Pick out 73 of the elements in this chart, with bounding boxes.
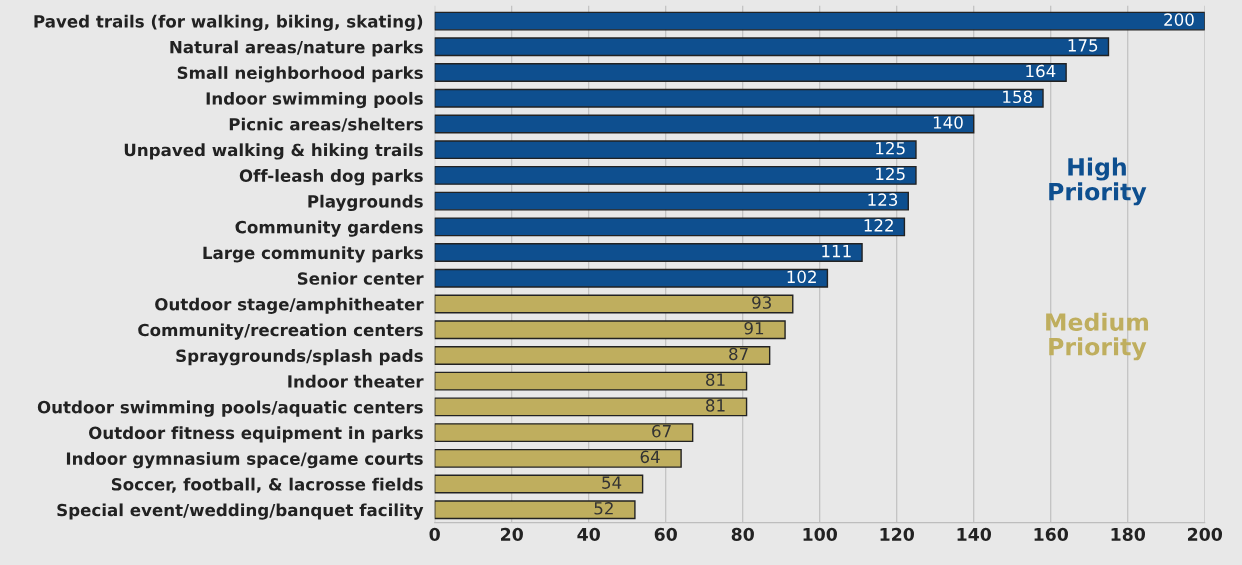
- x-tick-label: 0: [429, 527, 440, 541]
- data-label: 52: [594, 501, 613, 515]
- x-tick-label: 60: [654, 527, 677, 541]
- y-tick-label: Off-leash dog parks: [239, 169, 423, 186]
- bar: [434, 243, 863, 263]
- data-label: 87: [729, 347, 748, 361]
- x-tick-label: 120: [880, 527, 915, 541]
- data-label: 200: [1164, 13, 1194, 26]
- y-tick-label: Spraygrounds/splash pads: [176, 349, 423, 366]
- data-label: 123: [868, 193, 898, 206]
- y-tick-label: Indoor theater: [288, 374, 424, 388]
- bar: [434, 397, 748, 417]
- x-tick-label: 40: [577, 527, 600, 541]
- y-tick-label: Large community parks: [203, 246, 423, 263]
- annotation: High Priority: [1049, 157, 1147, 206]
- data-label: 158: [1003, 90, 1033, 104]
- data-label: 93: [752, 296, 771, 309]
- bar: [434, 346, 771, 365]
- y-tick-label: Outdoor fitness equipment in parks: [89, 426, 423, 443]
- bar: [434, 448, 682, 468]
- bar: [434, 320, 786, 340]
- data-label: 125: [876, 167, 905, 181]
- y-tick-label: Picnic areas/shelters: [229, 117, 423, 132]
- data-label: 122: [864, 219, 893, 232]
- x-tick-label: 140: [957, 527, 992, 541]
- y-tick-label: Indoor gymnasium space/game courts: [66, 451, 423, 469]
- bar: [434, 217, 906, 237]
- bar: [434, 423, 694, 443]
- x-tick-label: 200: [1187, 527, 1223, 541]
- data-label: 81: [706, 399, 725, 412]
- annotation: Medium Priority: [1046, 312, 1149, 361]
- data-label: 102: [787, 270, 816, 284]
- bar: [434, 371, 748, 391]
- bar: [434, 88, 1044, 108]
- bar: [434, 37, 1110, 57]
- bar: [434, 191, 909, 211]
- bar: [434, 114, 975, 134]
- data-label: 175: [1068, 39, 1098, 52]
- y-tick-label: Senior center: [297, 271, 424, 285]
- data-label: 81: [706, 373, 725, 386]
- bar: [434, 294, 794, 314]
- bar: [434, 500, 636, 520]
- y-tick-label: Natural areas/nature parks: [170, 40, 423, 57]
- x-tick-label: 80: [731, 527, 754, 541]
- data-label: 125: [876, 141, 905, 155]
- x-tick-label: 100: [803, 527, 838, 541]
- y-tick-label: Special event/wedding/banquet facility: [57, 503, 424, 520]
- bar: [434, 268, 829, 288]
- data-label: 91: [744, 321, 764, 335]
- y-tick-label: Community/recreation centers: [138, 323, 423, 340]
- y-tick-label: Small neighborhood parks: [177, 66, 423, 83]
- y-tick-label: Indoor swimming pools: [206, 91, 423, 109]
- data-label: 54: [602, 476, 622, 489]
- bar: [434, 11, 1205, 31]
- data-label: 64: [640, 450, 660, 464]
- bar: [434, 474, 644, 494]
- data-label: 164: [1026, 64, 1056, 78]
- data-label: 111: [822, 245, 851, 258]
- bar: [434, 140, 917, 160]
- y-tick-label: Paved trails (for walking, biking, skating): [34, 14, 423, 32]
- y-tick-label: Community gardens: [235, 220, 423, 237]
- y-tick-label: Soccer, football, & lacrosse fields: [111, 477, 423, 493]
- bar: [434, 63, 1067, 82]
- y-tick-label: Outdoor stage/amphitheater: [155, 297, 424, 314]
- data-label: 67: [652, 424, 671, 438]
- y-tick-label: Outdoor swimming pools/aquatic centers: [37, 400, 423, 417]
- y-tick-label: Playgrounds: [308, 194, 423, 212]
- x-tick-label: 180: [1111, 527, 1146, 541]
- x-tick-label: 160: [1034, 527, 1069, 541]
- bar: [434, 165, 917, 185]
- x-tick-label: 20: [501, 527, 523, 541]
- data-label: 140: [933, 116, 963, 129]
- y-tick-label: Unpaved walking & hiking trails: [124, 143, 423, 160]
